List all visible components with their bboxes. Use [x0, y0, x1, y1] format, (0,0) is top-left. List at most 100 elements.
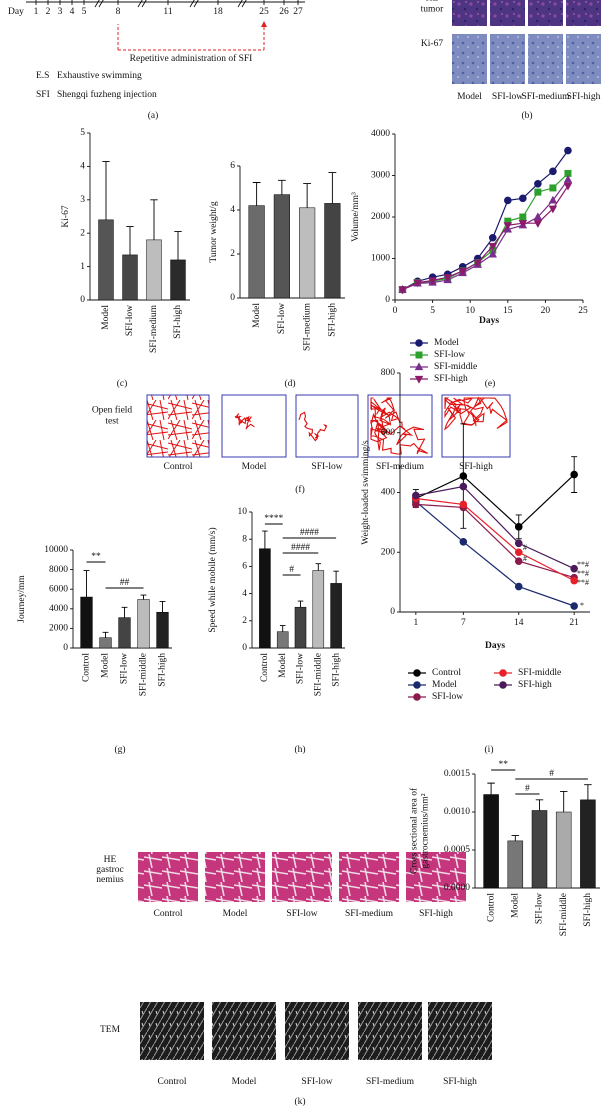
x-tick-label: Model [252, 303, 262, 328]
bar [312, 570, 325, 649]
panel-label: (h) [294, 744, 305, 755]
error-bar [150, 199, 158, 240]
significance-label: ## [120, 578, 130, 588]
significance-label: #### [291, 543, 310, 553]
point [398, 286, 407, 295]
day-number: 3 [58, 7, 63, 17]
error-bar [174, 231, 182, 260]
column-label: SFI-medium [521, 92, 570, 102]
bar [248, 205, 265, 299]
row-label: TEM [100, 1025, 121, 1035]
x-tick-label: SFI-low [125, 305, 135, 336]
point [473, 259, 482, 268]
y-tick-label: 400 [381, 488, 396, 498]
bar [294, 606, 307, 649]
y-tick-label: 5 [80, 128, 85, 138]
column-label: SFI-low [301, 1077, 332, 1087]
x-tick-label: Model [101, 653, 111, 678]
error-bar [279, 625, 286, 632]
legend-label: SFI-middle [434, 362, 477, 372]
legend-marker [414, 362, 424, 371]
column-label: SFI-high [459, 462, 493, 472]
point [534, 188, 542, 196]
micrograph [358, 1002, 422, 1060]
bar [146, 239, 162, 301]
x-tick-label: 1 [413, 618, 418, 628]
legend-label: Model [432, 680, 457, 690]
point [514, 548, 523, 557]
y-tick-label: 0.0000 [444, 883, 470, 893]
bar [170, 259, 186, 301]
row-label: test [105, 417, 119, 427]
legend-label: SFI-high [434, 374, 468, 384]
x-tick-label: SFI-high [328, 303, 338, 337]
point [514, 523, 523, 531]
x-tick-label: SFI-low [120, 653, 130, 684]
x-axis-label: Days [485, 641, 505, 651]
bracket-label: Repetitive administration of SFI [130, 53, 253, 64]
y-tick-label: 2 [230, 249, 235, 259]
panel-label: (k) [294, 1096, 305, 1107]
y-tick-label: 4 [230, 205, 235, 215]
day-number: 1 [34, 7, 39, 17]
panel-label: (f) [295, 484, 305, 495]
legend-marker [415, 351, 423, 359]
column-label: SFI-high [419, 909, 453, 919]
bar [276, 631, 289, 649]
x-tick-label: SFI-middle [559, 893, 569, 936]
x-tick-label: SFI-low [296, 653, 306, 684]
point [570, 576, 578, 585]
bar [299, 207, 316, 299]
y-axis-label: Ki-67 [61, 205, 71, 227]
legend-marker [413, 681, 421, 689]
column-label: Control [153, 909, 182, 919]
legend-abbr: SFI [36, 90, 50, 100]
micrograph [205, 852, 265, 902]
panel-label: (e) [485, 378, 496, 389]
legend-text: Shengqi fuzheng injection [57, 89, 157, 100]
point [514, 539, 523, 548]
point [428, 277, 437, 286]
x-tick-label: SFI-high [173, 305, 183, 339]
x-tick-label: 14 [514, 618, 524, 628]
y-tick-label: 0 [390, 607, 395, 617]
micrograph [566, 0, 601, 26]
legend-text: Exhaustive swimming [57, 71, 142, 81]
bar [98, 219, 114, 301]
column-label: SFI-medium [345, 909, 394, 919]
day-number: 11 [163, 7, 172, 17]
point [488, 242, 498, 251]
point [563, 175, 573, 183]
column-label: Control [163, 462, 192, 472]
legend-label: Model [434, 338, 459, 348]
row-label: Ki-67 [421, 39, 443, 49]
micrograph [528, 0, 563, 26]
legend-marker [415, 339, 423, 347]
point [412, 491, 420, 500]
y-tick-label: 10000 [44, 545, 68, 555]
y-tick-label: 0.0010 [444, 807, 470, 817]
panel-label: (g) [114, 744, 125, 755]
y-tick-label: 2 [80, 228, 85, 238]
y-tick-label: 3 [80, 195, 85, 205]
error-bar [333, 570, 339, 584]
y-tick-label: 4000 [49, 604, 68, 614]
x-tick-label: SFI-high [158, 653, 168, 687]
y-tick-label: 0 [242, 643, 247, 653]
error-bar [315, 563, 322, 571]
series-line [402, 150, 569, 291]
micrograph [490, 34, 525, 84]
error-bar [328, 172, 337, 204]
day-number: 25 [259, 7, 269, 17]
significance-label: * [580, 601, 584, 610]
point [488, 249, 498, 258]
legend-marker [499, 669, 507, 677]
column-label: Model [457, 92, 482, 102]
error-bar [262, 530, 268, 549]
day-number: 4 [70, 7, 75, 17]
y-tick-label: 0 [385, 295, 390, 305]
x-tick-label: SFI-low [277, 303, 287, 334]
point [514, 582, 523, 591]
micrograph [428, 1002, 492, 1060]
